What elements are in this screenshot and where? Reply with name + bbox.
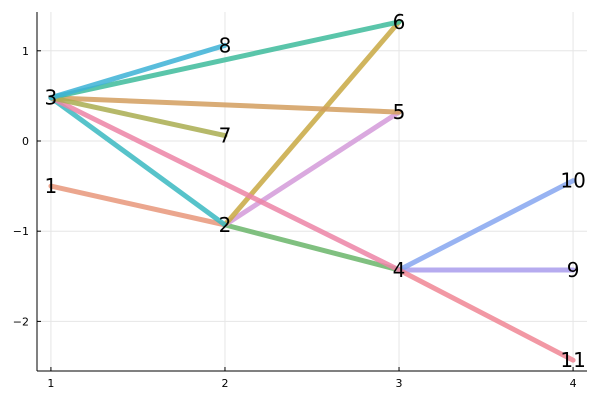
- edge-2-5: [222, 109, 402, 228]
- edge-2-6: [222, 19, 402, 228]
- node-label-2: 2: [219, 213, 232, 237]
- node-label-7: 7: [219, 124, 232, 148]
- node-label-4: 4: [393, 258, 406, 282]
- edge-3-6: [48, 19, 402, 101]
- edges: [48, 19, 576, 363]
- axes: [36, 12, 587, 372]
- y-tick-label: 0: [22, 135, 29, 148]
- y-tick-label: −2: [13, 315, 29, 328]
- node-label-3: 3: [45, 86, 58, 110]
- node-label-8: 8: [219, 33, 232, 57]
- y-tick-label: 1: [22, 45, 29, 58]
- node-label-6: 6: [393, 10, 406, 34]
- edge-4-10: [396, 178, 576, 273]
- node-label-10: 10: [560, 169, 585, 193]
- tick-labels: 1 2 3 4 −2 −1 0 1: [13, 45, 577, 390]
- y-tick-label: −1: [13, 225, 29, 238]
- grid: [37, 12, 587, 371]
- node-label-1: 1: [45, 174, 58, 198]
- node-labels: 1 2 3 4 5 6 7 8 9 10 11: [45, 10, 586, 372]
- x-tick-label: 4: [570, 377, 577, 390]
- edge-4-11: [396, 267, 576, 363]
- node-label-5: 5: [393, 100, 406, 124]
- node-label-9: 9: [567, 258, 580, 282]
- edge-2-4: [222, 222, 402, 273]
- x-tick-label: 2: [221, 377, 228, 390]
- x-tick-label: 3: [396, 377, 403, 390]
- edge-3-8: [48, 42, 228, 101]
- edge-3-7: [48, 95, 228, 139]
- edge-3-2: [48, 95, 228, 228]
- node-label-11: 11: [560, 348, 585, 372]
- edge-1-2: [48, 183, 228, 228]
- x-tick-label: 1: [47, 377, 54, 390]
- edge-3-4: [48, 95, 402, 273]
- edge-3-5: [48, 95, 402, 115]
